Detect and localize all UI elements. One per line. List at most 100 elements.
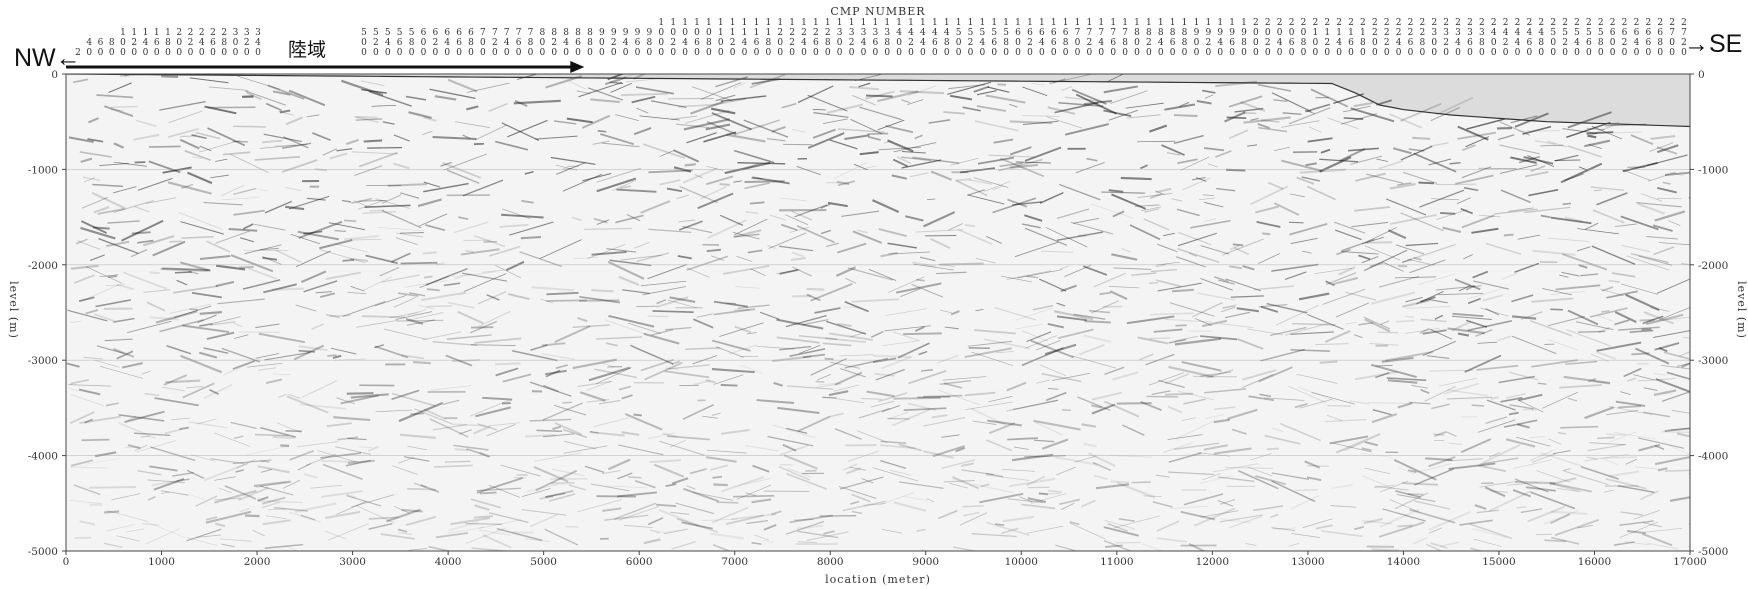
reflection-streak [686, 132, 717, 144]
reflection-streak [1182, 177, 1211, 191]
cmp-digit: 4 [1455, 38, 1461, 48]
cmp-digit: 2 [1645, 18, 1651, 28]
reflection-streak [607, 485, 648, 489]
reflection-streak [794, 204, 828, 218]
reflection-streak [545, 369, 567, 376]
reflection-streak [103, 542, 123, 549]
reflection-streak [1030, 339, 1075, 359]
reflection-streak [901, 495, 928, 501]
reflection-streak [89, 254, 105, 261]
reflection-streak [84, 418, 94, 424]
cmp-digit: 0 [1277, 28, 1283, 38]
reflection-streak [1629, 329, 1654, 333]
reflection-streak [379, 266, 400, 277]
reflection-streak [321, 490, 363, 498]
reflection-streak [1419, 327, 1430, 334]
reflection-streak [742, 162, 759, 171]
reflection-streak [1109, 290, 1128, 301]
reflection-streak [312, 132, 331, 142]
cmp-digit: 0 [1550, 48, 1556, 58]
reflection-streak [136, 440, 176, 453]
cmp-digit: 2 [1562, 18, 1568, 28]
reflection-streak [928, 119, 951, 124]
reflection-streak [488, 484, 520, 498]
reflection-streak [676, 517, 719, 533]
reflection-streak [113, 161, 147, 167]
cmp-number: 2000 [1253, 18, 1259, 58]
reflection-streak [700, 185, 727, 200]
reflection-streak [617, 472, 633, 480]
reflection-streak [330, 347, 357, 355]
reflection-streak [140, 436, 150, 438]
cmp-digit: 0 [706, 48, 712, 58]
reflection-streak [1149, 312, 1194, 316]
reflection-streak [310, 484, 342, 489]
reflection-streak [593, 217, 608, 224]
cmp-digit: 1 [813, 18, 819, 28]
reflection-streak [1498, 375, 1535, 384]
reflection-streak [778, 465, 811, 481]
reflection-streak [413, 361, 431, 365]
reflection-streak [1461, 166, 1492, 179]
reflection-streak [1319, 360, 1338, 364]
reflection-streak [184, 150, 212, 162]
reflection-streak [457, 310, 484, 325]
reflection-streak [245, 514, 260, 518]
reflection-streak [891, 174, 907, 180]
reflection-streak [1550, 510, 1588, 516]
reflection-streak [621, 92, 668, 97]
reflection-streak [1325, 272, 1357, 286]
reflection-streak [1597, 436, 1615, 440]
reflection-streak [995, 523, 1005, 526]
reflection-streak [124, 447, 140, 449]
reflection-streak [1204, 414, 1225, 420]
reflection-streak [396, 319, 444, 322]
reflection-streak [1551, 536, 1580, 545]
reflection-streak [706, 449, 747, 454]
reflection-streak [872, 467, 919, 482]
reflection-streak [232, 360, 256, 370]
reflection-streak [783, 454, 818, 470]
reflection-streak [1370, 291, 1416, 305]
reflection-streak [525, 433, 556, 438]
cmp-digit: 1 [884, 18, 890, 28]
reflection-streak [442, 399, 460, 406]
reflection-streak [1379, 508, 1420, 528]
reflection-streak [199, 254, 231, 261]
reflection-streak [878, 392, 908, 403]
reflection-streak [454, 448, 468, 452]
reflection-streak [939, 309, 952, 314]
cmp-digit: 0 [1491, 38, 1497, 48]
reflection-streak [217, 298, 265, 305]
reflection-streak [432, 135, 477, 141]
reflection-streak [1302, 250, 1312, 254]
reflection-streak [873, 354, 911, 359]
cmp-digit: 0 [718, 38, 724, 48]
reflection-streak [1647, 316, 1690, 323]
reflection-streak [541, 352, 576, 361]
reflection-streak [731, 513, 777, 520]
reflection-streak [683, 487, 719, 503]
cmp-digit: 2 [1301, 18, 1307, 28]
reflection-streak [898, 443, 922, 452]
reflection-streak [943, 382, 963, 389]
reflection-streak [1506, 481, 1539, 486]
cmp-digit: 0 [742, 48, 748, 58]
cmp-digit: 1 [1051, 18, 1057, 28]
cmp-digit: 2 [611, 38, 617, 48]
reflection-streak [844, 300, 869, 313]
reflection-streak [810, 358, 847, 376]
reflection-streak [734, 286, 760, 289]
reflection-streak [264, 352, 311, 361]
reflection-streak [834, 371, 863, 386]
reflection-streak [369, 209, 384, 212]
cmp-digit: 1 [718, 28, 724, 38]
reflection-streak [466, 105, 479, 111]
reflection-streak [1557, 431, 1566, 435]
cmp-digit: 0 [221, 48, 227, 58]
reflection-streak [692, 318, 714, 329]
reflection-streak [116, 350, 134, 360]
reflection-streak [901, 159, 942, 169]
reflection-streak [1345, 291, 1377, 301]
